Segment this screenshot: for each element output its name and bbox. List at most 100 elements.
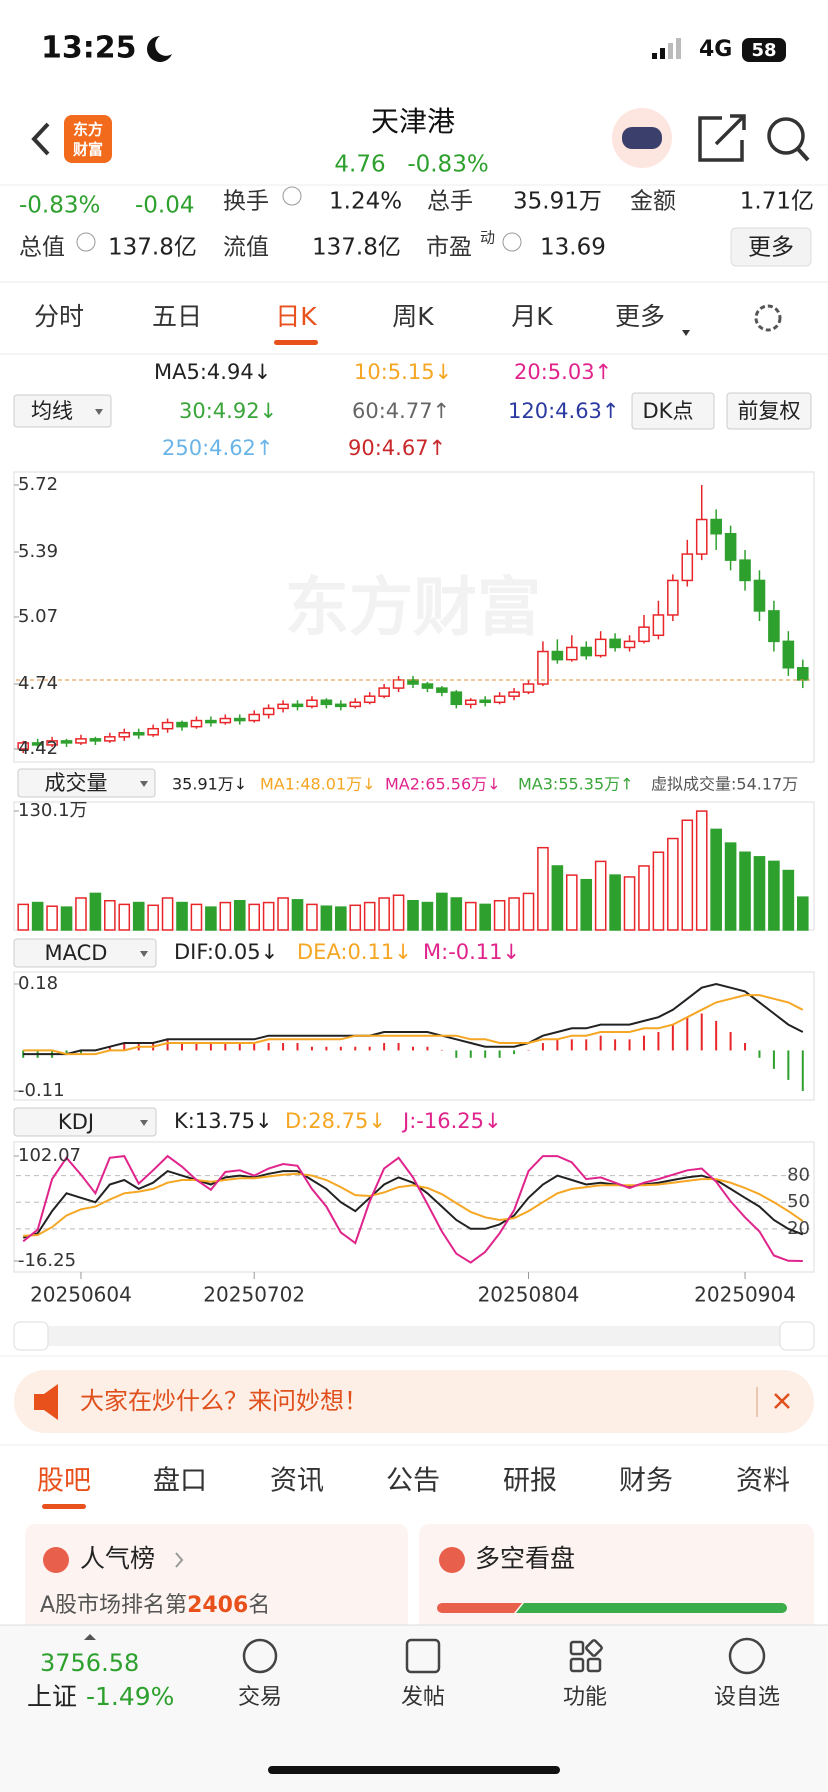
card-title: 多空看盘 [475, 1544, 575, 1573]
info-icon[interactable] [502, 232, 522, 252]
tab[interactable]: 分时 [34, 302, 84, 331]
tab[interactable]: 研报 [503, 1466, 557, 1497]
close-banner[interactable] [774, 1393, 790, 1409]
candle-body [17, 742, 30, 750]
volume-bar [522, 892, 535, 931]
change: -0.04 [135, 193, 195, 219]
nav-item[interactable]: 交易 [238, 1685, 282, 1710]
candle-body [537, 650, 549, 685]
dk-button[interactable] [631, 392, 715, 430]
ma-legend: MA5:4.94↓ [154, 360, 271, 384]
candle-body [710, 518, 722, 535]
card[interactable] [419, 1524, 814, 1634]
tab[interactable]: 财务 [619, 1466, 673, 1497]
candle-body [176, 721, 188, 728]
post-icon [405, 1638, 441, 1674]
candle-body [75, 738, 87, 744]
tab[interactable]: 资讯 [270, 1466, 324, 1497]
volume-bar [753, 856, 766, 931]
label: 换手 [223, 189, 269, 215]
candle-body [565, 646, 578, 661]
indicator-selector[interactable] [13, 1107, 157, 1137]
info-icon[interactable] [76, 232, 96, 252]
scroll-handle[interactable] [13, 1321, 49, 1351]
candle-body [580, 646, 593, 657]
candle-body [638, 626, 650, 643]
volume-bar [262, 901, 275, 931]
more-button[interactable] [730, 227, 812, 267]
candle-body [450, 691, 463, 706]
tab[interactable]: 更多 [615, 302, 665, 331]
ma-legend: 20:5.03↑ [514, 360, 612, 384]
candle-body [277, 703, 289, 710]
candle-body [248, 713, 261, 722]
watermark: 东方财富 [285, 572, 541, 646]
volume-bar [551, 865, 564, 931]
value: 137.8亿 [108, 235, 197, 261]
battery [742, 38, 786, 62]
banner[interactable] [14, 1370, 814, 1433]
candle-body [493, 695, 506, 704]
candle-body [233, 717, 246, 722]
nav-item[interactable]: 设自选 [714, 1685, 780, 1710]
volume-bar [176, 901, 188, 931]
label: 流值 [223, 235, 269, 261]
back-button[interactable] [31, 122, 50, 156]
candle-body [147, 727, 159, 736]
search-button[interactable] [767, 117, 805, 155]
card-subtitle: A股市场排名第2406名 [40, 1593, 270, 1618]
candle-body [46, 740, 58, 746]
settings-button[interactable] [754, 304, 782, 332]
tab[interactable]: 月K [511, 302, 553, 331]
indicator-selector[interactable] [17, 768, 156, 798]
indicator-legend: 35.91万↓ [172, 775, 247, 794]
candle-body [768, 610, 780, 643]
macd-line [23, 982, 804, 1056]
nav-icons [242, 1637, 766, 1675]
tab[interactable]: 五日 [152, 302, 202, 331]
banner-text: 大家在炒什么？来问妙想！ [80, 1387, 368, 1415]
ma-selector[interactable] [13, 394, 112, 428]
logo-text: 东方 [73, 121, 103, 139]
indicator-name: KDJ [58, 1110, 94, 1134]
volume-bar [681, 819, 694, 931]
candle-body [609, 638, 621, 649]
volume-bar [89, 892, 102, 931]
tab[interactable]: 盘口 [153, 1466, 207, 1497]
volume-bar [695, 810, 708, 931]
scroll-handle[interactable] [779, 1321, 815, 1351]
label-sup: 动 [480, 229, 495, 247]
search-handle [796, 147, 810, 162]
x-tick-label: 20250702 [203, 1283, 305, 1307]
volume-bar [219, 901, 232, 931]
tab-active[interactable]: 股吧 [37, 1466, 91, 1497]
nav-item[interactable]: 功能 [563, 1685, 607, 1710]
candle-body [349, 701, 362, 708]
candle-body [31, 742, 44, 746]
candle-body [262, 707, 275, 716]
indicator-legend: 虚拟成交量:54.17万 [651, 775, 798, 794]
nav-item[interactable]: 发帖 [401, 1685, 445, 1710]
candle-body [205, 719, 217, 724]
header-price: 4.76 [334, 152, 385, 178]
card-icon [439, 1547, 465, 1573]
volume-bar [724, 842, 737, 931]
indicator-selector[interactable] [13, 938, 157, 968]
tab[interactable]: 周K [392, 302, 434, 331]
func-icon [585, 1639, 603, 1657]
index-value[interactable]: 3756.58 [40, 1649, 139, 1677]
logo[interactable] [64, 115, 112, 163]
volume-bar [248, 903, 261, 931]
adjust-button[interactable] [726, 392, 812, 430]
y-tick-label: 5.07 [18, 606, 58, 627]
tab-active[interactable]: 日K [275, 302, 317, 331]
dropdown-arrow [140, 781, 148, 1126]
share-button[interactable] [698, 114, 746, 162]
info-icon[interactable] [282, 186, 302, 206]
tab[interactable]: 公告 [386, 1466, 440, 1497]
nav-labels: 交易 发帖 功能 设自选 [238, 1685, 780, 1710]
tab[interactable]: 资料 [736, 1466, 790, 1497]
card[interactable] [25, 1524, 408, 1634]
scrollbar[interactable] [14, 1326, 814, 1346]
